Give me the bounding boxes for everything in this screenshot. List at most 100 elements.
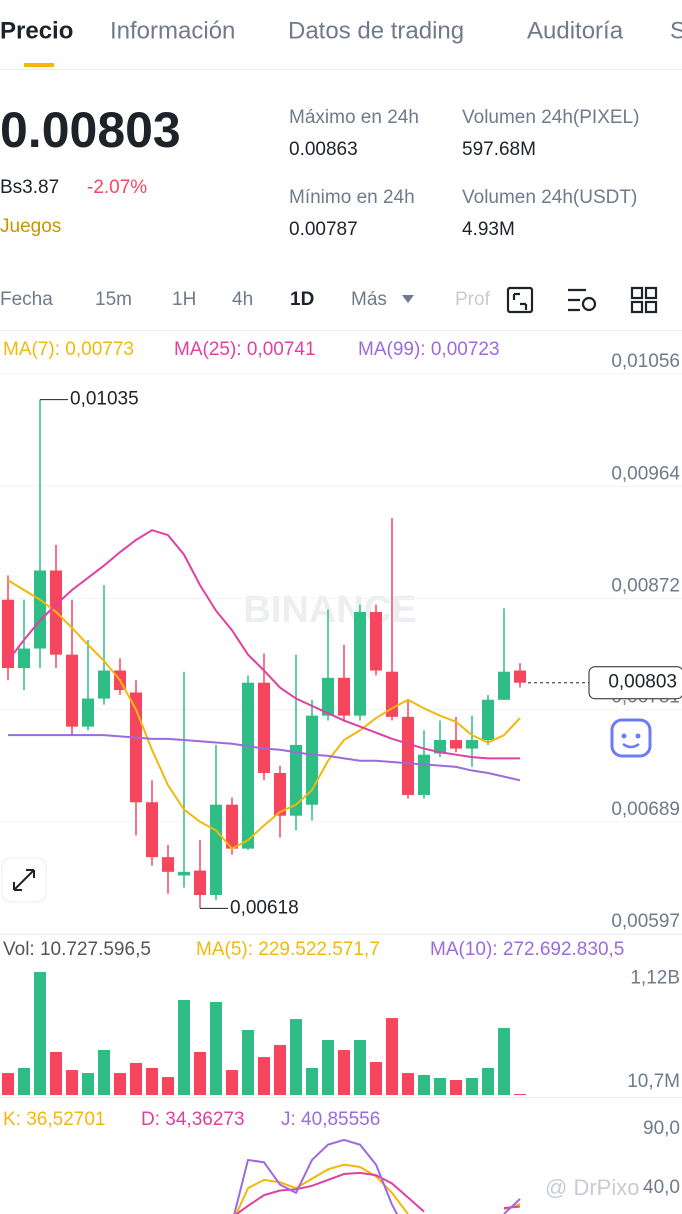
volume-bar — [82, 1073, 94, 1095]
current-price-label: 0,00803 — [608, 672, 677, 693]
volume-bar — [498, 1028, 510, 1095]
y-tick-label: 0,00597 — [611, 911, 680, 932]
volume-bar — [66, 1070, 78, 1095]
interval[interactable]: Más — [351, 289, 387, 310]
candle-body — [354, 611, 366, 716]
toolbar-icons[interactable] — [506, 286, 658, 314]
ma-line — [7, 529, 520, 760]
stat-value: 0.00787 — [289, 219, 358, 240]
volume-bar — [274, 1044, 286, 1095]
candle-body — [338, 677, 350, 716]
candle-body — [386, 671, 398, 717]
volume-bar — [242, 1030, 254, 1095]
interval[interactable]: 15m — [95, 289, 132, 310]
volume-bar — [258, 1057, 270, 1095]
category[interactable]: Juegos — [0, 216, 61, 237]
interval[interactable]: 4h — [232, 289, 253, 310]
volume-bar — [162, 1077, 174, 1095]
candle-body — [434, 740, 446, 754]
legend-entry: MA(5): 229.522.571,7 — [196, 939, 380, 960]
tab[interactable]: Información — [110, 17, 235, 44]
volume-bar — [322, 1040, 334, 1095]
candle-body — [258, 682, 270, 773]
candle-body — [34, 570, 46, 649]
candle-body — [146, 802, 158, 858]
candle-body — [2, 599, 14, 669]
y-tick-label: 0,00872 — [611, 576, 680, 597]
volume-bar — [434, 1077, 446, 1095]
interval[interactable]: 1H — [172, 289, 196, 310]
stat-value: 597.68M — [462, 139, 536, 160]
volume-bar — [514, 1093, 526, 1095]
ma-line — [7, 579, 521, 850]
legend-entry: MA(10): 272.692.830,5 — [430, 939, 624, 960]
candle-body — [18, 648, 30, 669]
candle-body — [210, 804, 222, 895]
interval[interactable]: 1D — [290, 289, 314, 310]
y-tick-label: 90,0 — [643, 1118, 680, 1139]
volume-bar — [194, 1051, 206, 1095]
ma-line — [8, 734, 521, 782]
legend-entry: MA(7): 0,00773 — [3, 339, 134, 360]
volume-bar — [34, 972, 46, 1095]
volume-bar — [146, 1067, 158, 1095]
volume-bar — [290, 1019, 302, 1095]
volume-bar — [130, 1063, 142, 1095]
legend-entry: MA(99): 0,00723 — [358, 339, 500, 360]
annotation-label: 0,01035 — [70, 389, 139, 410]
watermark: BINANCE — [243, 589, 416, 631]
volume-bar — [402, 1073, 414, 1095]
volume-bar — [354, 1040, 366, 1095]
kdj-line — [235, 1163, 521, 1214]
kdj-line — [233, 1138, 521, 1214]
candle-body — [130, 692, 142, 803]
y-tick-label: 40,0 — [643, 1177, 680, 1198]
volume-bar — [2, 1073, 14, 1095]
volume-bar — [178, 999, 190, 1095]
candle-body — [242, 682, 254, 849]
volume-bar — [466, 1077, 478, 1095]
last-price: 0.00803 — [0, 102, 181, 158]
volume-bar — [210, 1002, 222, 1095]
dropdown-arrow — [402, 295, 414, 303]
tab[interactable]: S — [670, 17, 682, 44]
annotation-label: 0,00618 — [230, 897, 299, 918]
volume-bar — [386, 1018, 398, 1095]
candle-body — [322, 677, 334, 716]
kdj-pane — [233, 1138, 521, 1214]
interval[interactable]: Prof — [455, 289, 491, 310]
candle-body — [162, 857, 174, 872]
legend-entry: J: 40,85556 — [281, 1109, 380, 1130]
candle-body — [370, 611, 382, 671]
stat-label: Mínimo en 24h — [289, 187, 415, 208]
candle-body — [466, 740, 478, 749]
fiat-price: Bs3.87 — [0, 177, 59, 198]
candle-body — [514, 670, 526, 683]
tab[interactable]: Datos de trading — [288, 17, 464, 44]
stat-value: 4.93M — [462, 219, 515, 240]
watermark-footer: @ DrPixo — [545, 1175, 639, 1200]
candle-body — [306, 715, 318, 805]
volume-bar — [18, 1067, 30, 1095]
volume-bar — [98, 1050, 110, 1095]
volume-bar — [450, 1080, 462, 1095]
candle-body — [66, 654, 78, 727]
interval[interactable]: Fecha — [0, 289, 53, 310]
y-tick-label: 1,12B — [630, 967, 680, 988]
candle-body — [402, 716, 414, 795]
assistant-icon[interactable] — [610, 718, 652, 758]
y-tick-label: 0,01056 — [611, 351, 680, 372]
candle-body — [98, 670, 110, 699]
candle-body — [226, 804, 238, 849]
y-tick-label: 10,7M — [627, 1071, 680, 1092]
y-tick-label: 0,00964 — [611, 463, 680, 484]
stat-value: 0.00863 — [289, 139, 358, 160]
tab[interactable]: Precio — [0, 17, 73, 44]
stat-label: Volumen 24h(PIXEL) — [462, 107, 639, 128]
y-tick-label: 0,00689 — [611, 799, 680, 820]
candle-body — [178, 871, 190, 876]
volume-bar — [338, 1050, 350, 1095]
tab[interactable]: Auditoría — [527, 17, 624, 44]
candle-body — [482, 699, 494, 741]
volume-bar — [226, 1070, 238, 1095]
